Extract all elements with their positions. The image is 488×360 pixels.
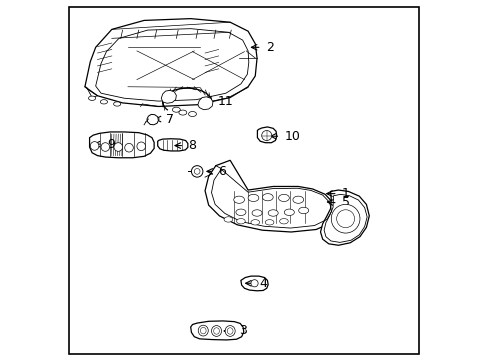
Ellipse shape bbox=[113, 102, 121, 106]
Ellipse shape bbox=[200, 327, 206, 334]
Ellipse shape bbox=[235, 209, 245, 216]
Text: 11: 11 bbox=[217, 95, 232, 108]
Circle shape bbox=[194, 168, 200, 174]
Circle shape bbox=[90, 141, 99, 150]
Polygon shape bbox=[198, 97, 212, 110]
Ellipse shape bbox=[211, 325, 221, 336]
Text: 1: 1 bbox=[341, 187, 349, 200]
Ellipse shape bbox=[247, 194, 258, 202]
Polygon shape bbox=[89, 132, 154, 158]
Polygon shape bbox=[241, 276, 267, 291]
Circle shape bbox=[191, 166, 203, 177]
Polygon shape bbox=[257, 127, 276, 143]
Text: 6: 6 bbox=[218, 165, 226, 178]
Polygon shape bbox=[161, 90, 176, 103]
Ellipse shape bbox=[213, 328, 219, 334]
Ellipse shape bbox=[251, 210, 262, 216]
Ellipse shape bbox=[88, 96, 96, 100]
Text: 5: 5 bbox=[341, 197, 349, 210]
Text: 3: 3 bbox=[238, 324, 246, 337]
Ellipse shape bbox=[188, 112, 196, 117]
Text: 2: 2 bbox=[265, 41, 273, 54]
Circle shape bbox=[124, 143, 133, 152]
Ellipse shape bbox=[198, 325, 208, 336]
Polygon shape bbox=[85, 19, 257, 107]
Ellipse shape bbox=[250, 220, 259, 225]
Ellipse shape bbox=[236, 219, 244, 224]
Ellipse shape bbox=[284, 209, 294, 216]
Ellipse shape bbox=[100, 100, 107, 104]
Ellipse shape bbox=[267, 210, 278, 216]
Circle shape bbox=[336, 210, 354, 228]
Text: 8: 8 bbox=[188, 139, 196, 152]
Circle shape bbox=[330, 204, 359, 233]
Ellipse shape bbox=[224, 325, 235, 336]
Ellipse shape bbox=[298, 207, 308, 214]
Circle shape bbox=[137, 142, 145, 150]
Polygon shape bbox=[147, 114, 158, 125]
Circle shape bbox=[250, 280, 258, 287]
Polygon shape bbox=[158, 139, 187, 151]
Text: 9: 9 bbox=[107, 138, 115, 150]
Polygon shape bbox=[190, 321, 244, 340]
Ellipse shape bbox=[179, 110, 186, 115]
Ellipse shape bbox=[278, 194, 289, 202]
Circle shape bbox=[101, 143, 109, 151]
Ellipse shape bbox=[233, 196, 244, 203]
Ellipse shape bbox=[292, 196, 303, 203]
Text: 10: 10 bbox=[284, 130, 300, 143]
Ellipse shape bbox=[227, 328, 233, 334]
Circle shape bbox=[261, 131, 271, 140]
Ellipse shape bbox=[279, 219, 287, 224]
Polygon shape bbox=[204, 160, 335, 232]
Ellipse shape bbox=[265, 220, 273, 225]
Text: 7: 7 bbox=[166, 113, 174, 126]
Polygon shape bbox=[320, 190, 368, 245]
Circle shape bbox=[114, 143, 122, 151]
Text: 4: 4 bbox=[259, 277, 267, 290]
Ellipse shape bbox=[262, 194, 273, 201]
Ellipse shape bbox=[224, 217, 232, 222]
Ellipse shape bbox=[172, 107, 180, 112]
